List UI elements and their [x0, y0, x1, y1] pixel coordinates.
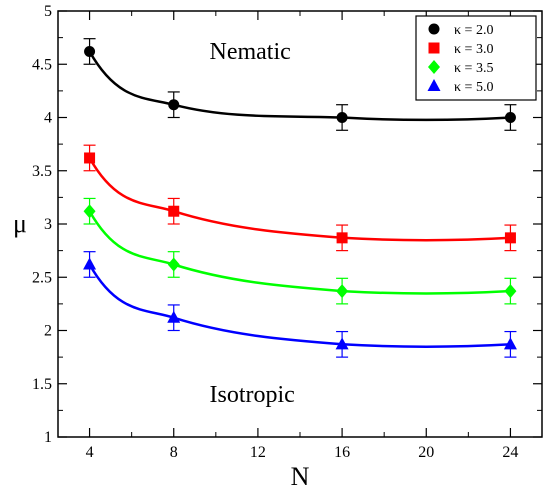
plot-marks — [83, 38, 517, 358]
isotropic-label: Isotropic — [210, 382, 295, 408]
fit-curve — [88, 157, 511, 242]
x-tick-label: 12 — [250, 444, 266, 461]
data-point — [503, 337, 517, 350]
series-4 — [83, 251, 517, 358]
x-tick-label: 16 — [334, 444, 350, 461]
data-point — [335, 337, 349, 350]
series-1 — [83, 38, 517, 131]
legend-marker — [428, 42, 440, 54]
legend-marker — [427, 79, 441, 91]
data-point — [504, 284, 517, 299]
series-2 — [83, 144, 517, 252]
axis-ticks: 4 8 12 16 20 24 1 1.5 2 2.5 3 3.5 4 4.5 5 — [32, 3, 542, 461]
data-point — [168, 205, 180, 217]
legend-item: κ = 2.0 — [428, 23, 493, 38]
y-tick-label: 3 — [44, 216, 52, 233]
data-point — [336, 232, 348, 244]
legend-label: κ = 3.0 — [454, 42, 493, 57]
y-tick-label: 2 — [44, 323, 52, 340]
series-3 — [83, 197, 517, 305]
data-point — [336, 284, 349, 299]
data-point — [504, 232, 516, 244]
x-axis-label: N — [291, 462, 310, 491]
y-tick-label: 4 — [44, 110, 52, 127]
y-tick-label: 3.5 — [32, 163, 52, 180]
x-tick-label: 24 — [502, 444, 518, 461]
y-tick-label: 5 — [44, 3, 52, 20]
x-tick-label: 20 — [418, 444, 434, 461]
data-point — [84, 152, 96, 164]
legend-item: κ = 3.0 — [428, 42, 493, 57]
legend-label: κ = 5.0 — [454, 80, 493, 95]
x-tick-label: 4 — [86, 444, 94, 461]
legend-item: κ = 5.0 — [427, 79, 493, 95]
data-point — [167, 310, 181, 323]
y-axis-label: μ — [13, 209, 27, 238]
fit-curve — [88, 210, 511, 295]
data-point — [168, 99, 180, 111]
y-tick-label: 4.5 — [32, 56, 52, 73]
y-tick-label: 1.5 — [32, 376, 52, 393]
y-tick-label: 1 — [44, 429, 52, 446]
legend-label: κ = 3.5 — [454, 61, 493, 76]
data-point — [83, 204, 96, 219]
legend-marker — [428, 60, 440, 74]
legend: κ = 2.0 κ = 3.0 κ = 3.5 κ = 5.0 — [415, 15, 537, 101]
x-tick-label: 8 — [170, 444, 178, 461]
data-point — [84, 45, 96, 57]
nematic-label: Nematic — [210, 39, 291, 65]
fit-curve — [88, 50, 511, 122]
data-point — [83, 257, 97, 270]
annotations: Nematic Isotropic — [210, 39, 295, 408]
data-point — [336, 112, 348, 123]
fit-curve — [88, 263, 511, 348]
legend-label: κ = 2.0 — [454, 23, 493, 38]
legend-item: κ = 3.5 — [428, 60, 493, 76]
data-point — [504, 112, 516, 123]
y-tick-label: 2.5 — [32, 269, 52, 286]
legend-marker — [428, 23, 440, 35]
data-point — [167, 257, 180, 272]
